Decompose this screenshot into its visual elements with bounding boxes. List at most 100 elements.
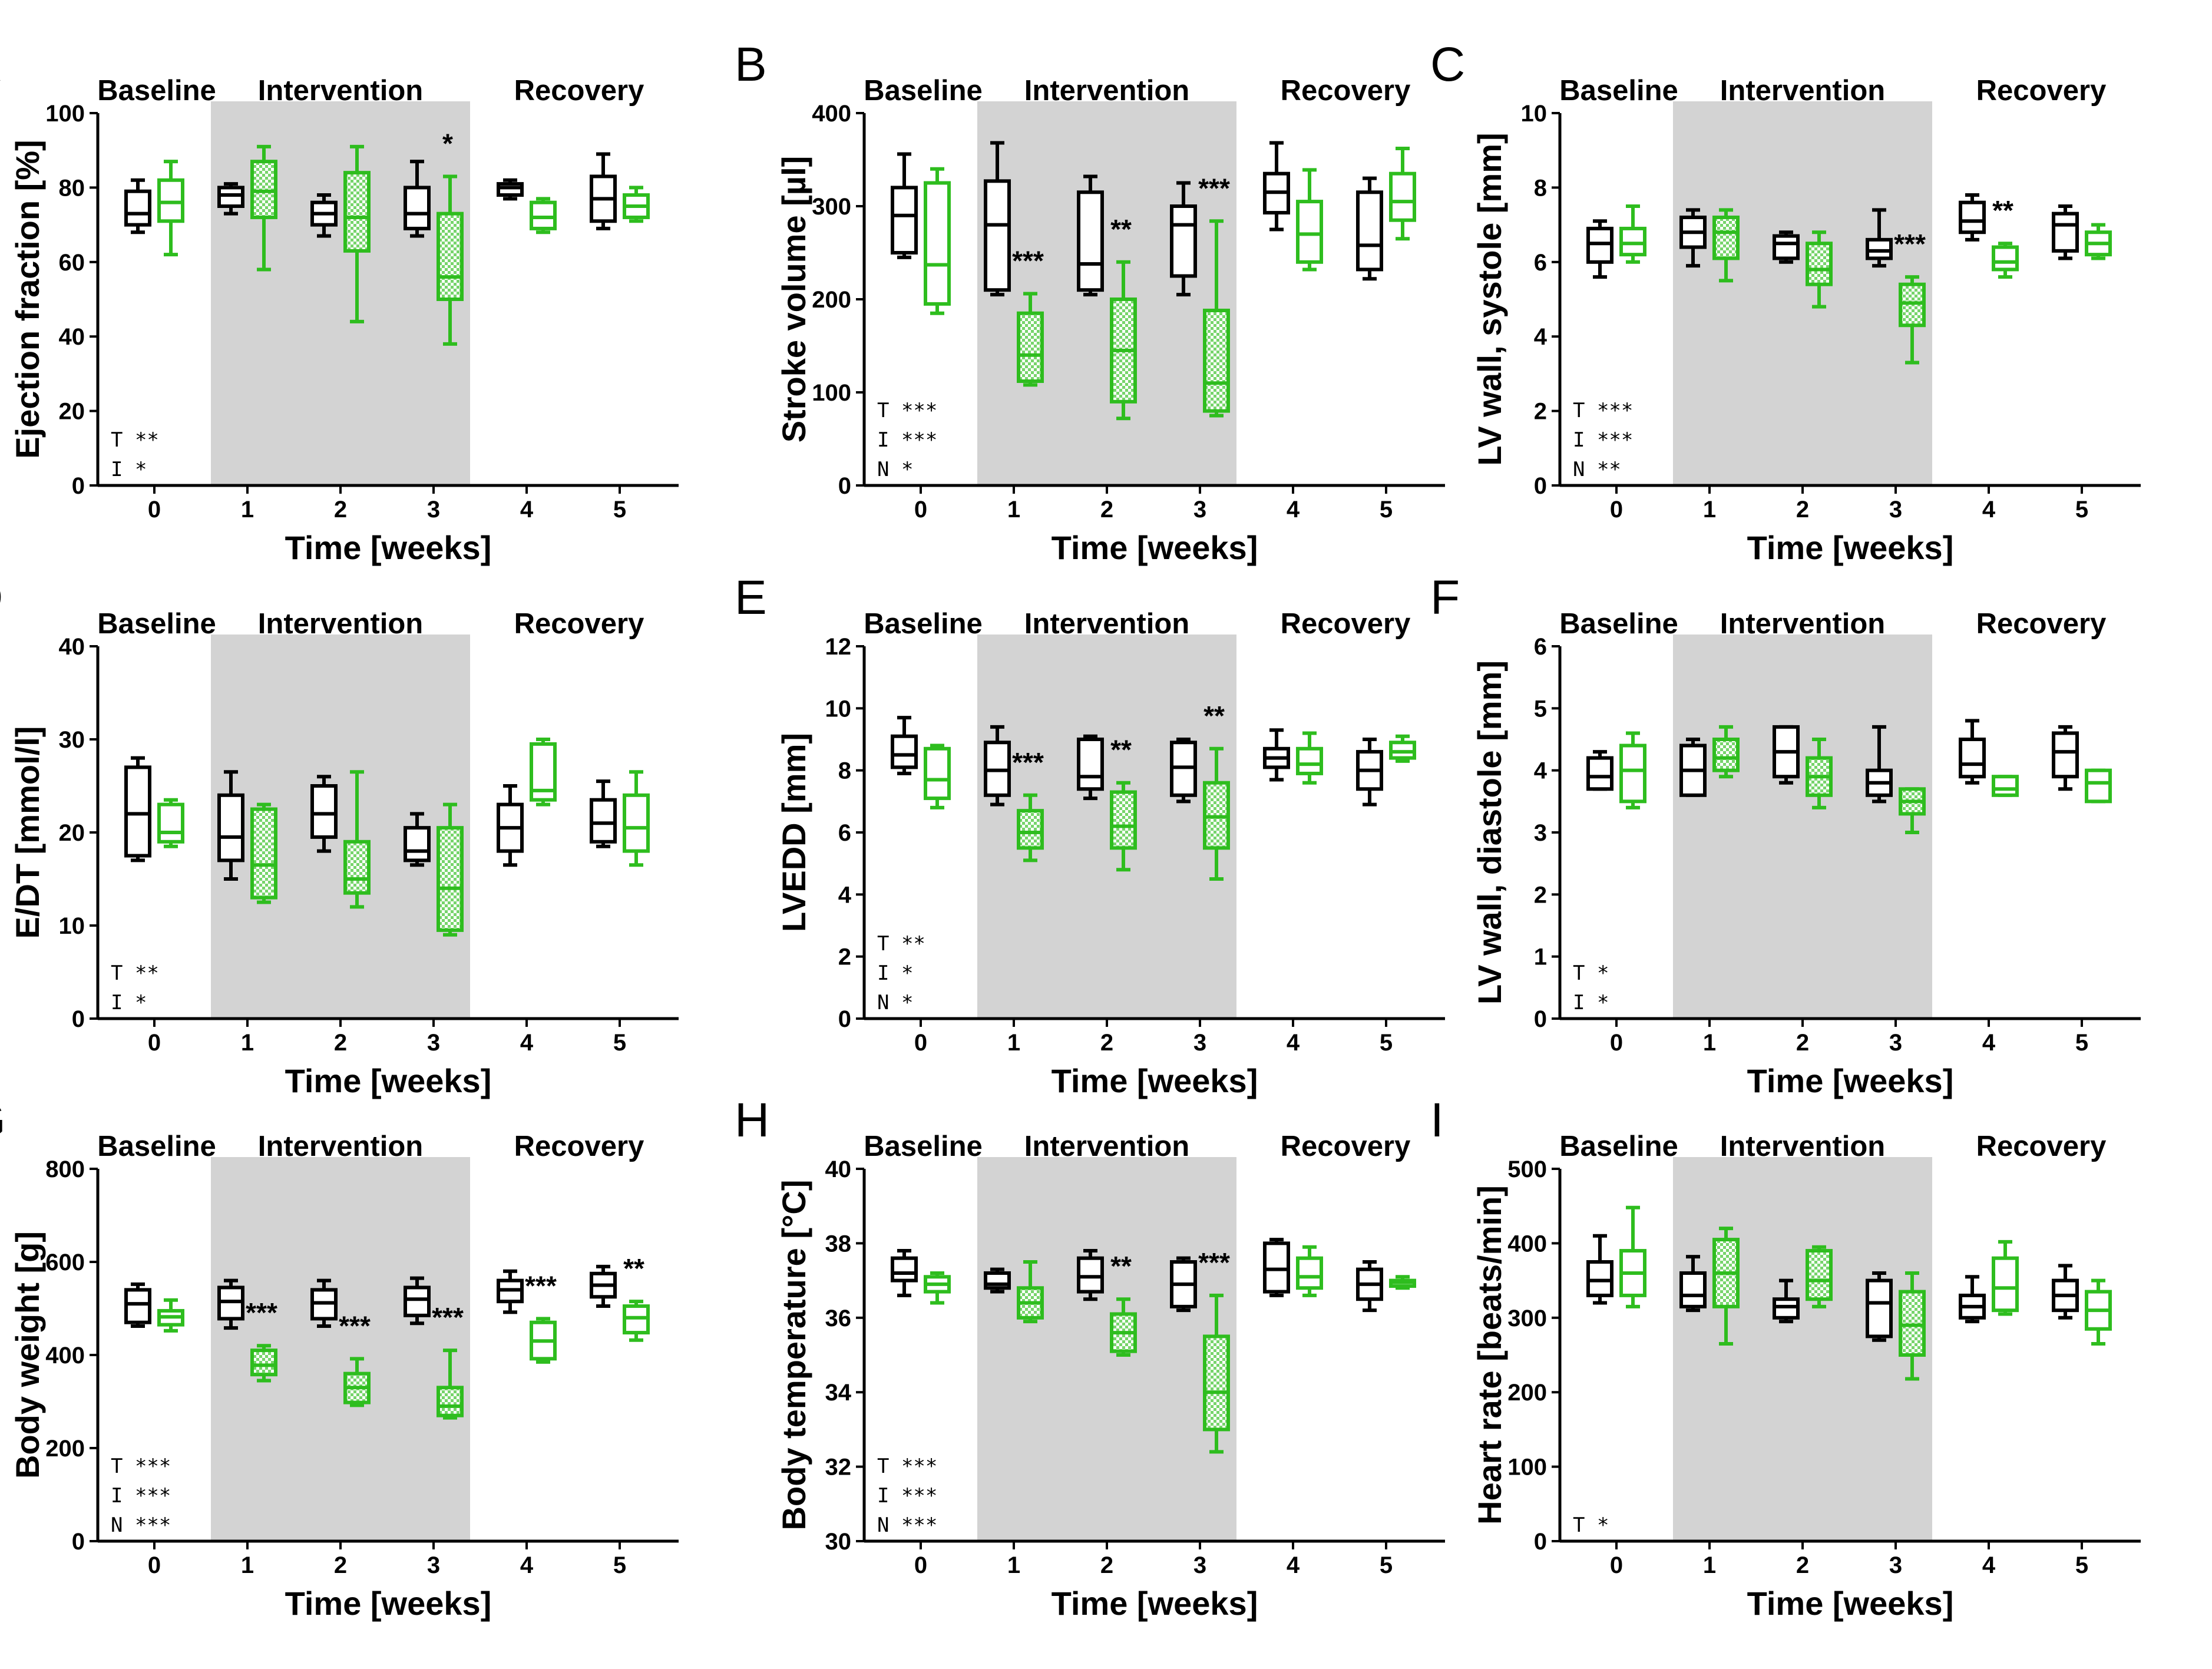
iqr-box	[1773, 1297, 1800, 1320]
y-tick-label: 500	[1507, 1156, 1547, 1182]
treatment-box-week-1	[1712, 1227, 1740, 1346]
treatment-box-week-5	[2085, 1278, 2112, 1346]
control-box-week-0	[891, 152, 918, 259]
stat-line: T ***	[877, 1455, 937, 1478]
x-tick-label: 1	[1007, 1552, 1020, 1578]
y-tick-label: 100	[1507, 1455, 1547, 1480]
y-tick-label: 0	[1534, 1006, 1547, 1032]
x-tick-label: 4	[1287, 497, 1300, 523]
control-box-week-0	[1586, 219, 1613, 279]
y-tick-label: 300	[1507, 1306, 1547, 1331]
x-tick-label: 0	[1610, 497, 1623, 523]
treatment-box-week-4	[530, 738, 557, 807]
treatment-box-week-3	[1203, 1293, 1230, 1454]
control-box-week-4	[1263, 1238, 1290, 1297]
control-box-week-1	[217, 770, 244, 881]
y-tick-label: 200	[812, 287, 851, 313]
iqr-box	[1959, 200, 1986, 234]
x-tick-label: 5	[613, 1030, 626, 1056]
control-box-week-3	[1866, 208, 1893, 268]
x-tick-label: 4	[1982, 1030, 1996, 1056]
iqr-box	[1296, 1256, 1323, 1290]
intervention-shading	[211, 1157, 470, 1541]
iqr-box	[124, 189, 151, 227]
iqr-box	[623, 793, 650, 853]
y-tick-label: 20	[59, 820, 85, 846]
treatment-box-week-2	[1110, 781, 1137, 872]
x-tick-label: 1	[1703, 1030, 1716, 1056]
panel-letter: E	[735, 571, 767, 624]
control-box-week-3	[1170, 1256, 1197, 1313]
control-box-week-1	[984, 1267, 1011, 1294]
iqr-box	[1110, 790, 1137, 850]
iqr-box	[1806, 242, 1833, 286]
stat-line: I ***	[877, 1484, 937, 1508]
control-box-week-3	[404, 1276, 431, 1326]
iqr-box	[497, 182, 524, 197]
stat-line: T *	[1573, 1513, 1609, 1537]
treatment-box-week-1	[1712, 725, 1740, 779]
iqr-box	[924, 181, 951, 306]
y-tick-label: 12	[825, 634, 852, 660]
treatment-box-week-3	[1899, 275, 1926, 365]
treatment-box-week-3	[1899, 787, 1926, 834]
treatment-box-week-2	[343, 144, 371, 323]
y-axis-title: LV wall, systole [mm]	[1471, 133, 1508, 465]
x-tick-label: 2	[334, 1552, 347, 1578]
phase-label-recovery: Recovery	[1281, 75, 1411, 107]
panel-letter: C	[1430, 38, 1465, 91]
iqr-box	[1586, 226, 1613, 264]
intervention-shading	[211, 101, 470, 485]
control-box-week-5	[590, 779, 617, 848]
iqr-box	[124, 1288, 151, 1324]
x-tick-label: 5	[613, 497, 626, 523]
y-tick-label: 6	[838, 820, 851, 846]
significance-marker: **	[1992, 195, 2013, 226]
y-tick-label: 300	[812, 194, 851, 220]
y-tick-label: 32	[825, 1455, 852, 1480]
y-tick-label: 600	[45, 1250, 85, 1275]
panel-letter: A	[0, 38, 1, 91]
iqr-box	[1077, 1256, 1104, 1294]
control-box-week-4	[1959, 193, 1986, 242]
control-box-week-5	[2052, 204, 2079, 260]
iqr-box	[1170, 204, 1197, 278]
phase-label-baseline: Baseline	[864, 1131, 983, 1162]
panel-g: G Baseline Intervention Recovery 0 200 400 600 8…	[0, 1093, 679, 1622]
x-tick-label: 0	[148, 1030, 161, 1056]
y-tick-label: 8	[838, 758, 851, 784]
y-tick-label: 30	[59, 727, 85, 753]
panel-i: I Baseline Intervention Recovery 0 100 200 300 4…	[1430, 1093, 2141, 1622]
iqr-box	[437, 826, 464, 932]
control-box-week-4	[497, 1269, 524, 1314]
phase-label-intervention: Intervention	[1720, 1131, 1885, 1162]
stat-line: N **	[1573, 458, 1621, 481]
phase-label-recovery: Recovery	[514, 1131, 644, 1162]
x-tick-label: 0	[914, 1030, 927, 1056]
iqr-box	[1077, 738, 1104, 791]
treatment-box-week-3	[437, 802, 464, 937]
y-axis-title: E/DT [mmol/l]	[9, 726, 46, 939]
y-tick-label: 0	[72, 473, 85, 499]
control-box-week-4	[497, 178, 524, 201]
x-tick-label: 5	[1380, 1552, 1393, 1578]
phase-label-recovery: Recovery	[1976, 1131, 2107, 1162]
significance-marker: **	[1110, 1251, 1132, 1281]
treatment-box-week-2	[1806, 1245, 1833, 1308]
y-tick-label: 20	[59, 399, 85, 425]
phase-label-baseline: Baseline	[864, 75, 983, 107]
phase-label-intervention: Intervention	[1024, 608, 1189, 640]
stat-line: T **	[111, 961, 159, 985]
x-tick-label: 4	[1287, 1552, 1300, 1578]
x-tick-label: 3	[427, 1030, 440, 1056]
treatment-box-week-2	[1806, 738, 1833, 809]
significance-marker: **	[1110, 735, 1132, 765]
iqr-box	[250, 1349, 277, 1377]
control-box-week-3	[1170, 181, 1197, 297]
x-tick-label: 2	[1100, 497, 1113, 523]
iqr-box	[1296, 746, 1323, 775]
x-tick-label: 5	[1380, 1030, 1393, 1056]
stat-line: N *	[877, 991, 913, 1014]
treatment-box-week-4	[530, 1317, 557, 1364]
significance-marker: ***	[525, 1270, 557, 1301]
